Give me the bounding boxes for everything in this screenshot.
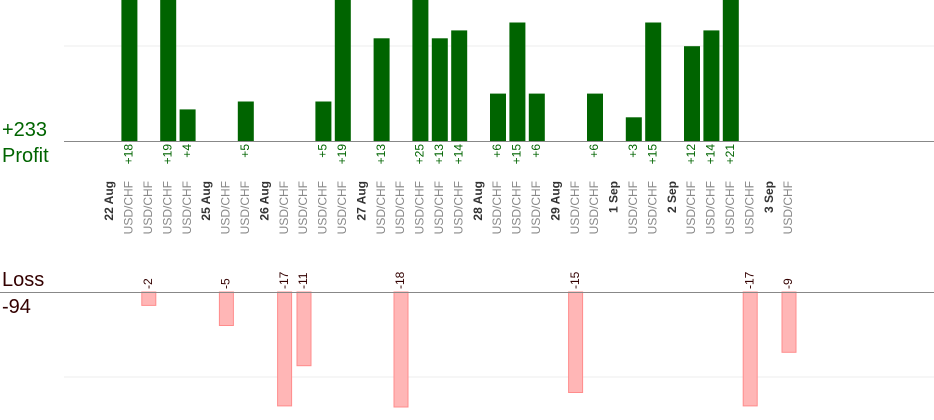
symbol-label: USD/CHF [432, 181, 446, 234]
loss-bar [781, 291, 797, 353]
loss-value-label: -18 [393, 271, 407, 289]
symbol-label: USD/CHF [510, 181, 524, 234]
symbol-label: USD/CHF [374, 181, 388, 234]
profit-bar [625, 117, 642, 141]
bars [121, 0, 797, 408]
date-label: 3 Sep [762, 181, 776, 213]
symbol-label: USD/CHF [781, 181, 795, 234]
loss-bar [277, 291, 293, 407]
date-label: 22 Aug [102, 181, 116, 221]
symbol-label: USD/CHF [219, 181, 233, 234]
profit-value-label: +3 [626, 144, 640, 158]
symbol-label: USD/CHF [141, 181, 155, 234]
profit-bar [451, 30, 468, 141]
loss-value-label: -15 [568, 271, 582, 289]
loss-bar [218, 291, 234, 326]
symbol-label: USD/CHF [393, 181, 407, 234]
symbol-label: USD/CHF [490, 181, 504, 234]
date-label: 27 Aug [354, 181, 368, 221]
loss-value-label: -2 [141, 278, 155, 289]
profit-value-label: +5 [238, 144, 252, 158]
symbol-label: USD/CHF [742, 181, 756, 234]
symbol-label: USD/CHF [451, 181, 465, 234]
profit-value-label: +13 [374, 144, 388, 165]
labels: 22 Aug USD/CHF +18 USD/CHF -2 USD/CHF +19 USD/C… [102, 144, 795, 289]
loss-value-label: -17 [277, 271, 291, 289]
profit-bar [121, 0, 138, 141]
profit-bar [490, 93, 506, 141]
date-label: 2 Sep [665, 181, 679, 213]
symbol-label: USD/CHF [529, 181, 543, 234]
loss-bar [742, 291, 758, 407]
profit-bar [645, 22, 662, 141]
profit-label: Profit [2, 145, 49, 167]
total-profit-value: +233 [2, 119, 48, 141]
profit-value-label: +14 [451, 144, 465, 165]
loss-bar [296, 291, 312, 367]
profit-value-label: +4 [180, 144, 194, 158]
loss-value-label: -17 [742, 271, 756, 289]
symbol-label: USD/CHF [277, 181, 291, 234]
loss-bar [568, 291, 584, 393]
symbol-label: USD/CHF [160, 181, 174, 234]
symbol-label: USD/CHF [238, 181, 252, 234]
profit-bar [373, 38, 390, 141]
symbol-label: USD/CHF [684, 181, 698, 234]
profit-value-label: +21 [723, 144, 737, 165]
symbol-label: USD/CHF [413, 181, 427, 234]
date-label: 25 Aug [199, 181, 213, 221]
profit-bar [509, 22, 526, 141]
profit-value-label: +12 [684, 144, 698, 165]
loss-value-label: -5 [219, 278, 233, 289]
profit-bar [684, 46, 700, 142]
symbol-label: USD/CHF [180, 181, 194, 234]
symbol-label: USD/CHF [335, 181, 349, 234]
date-label: 29 Aug [548, 181, 562, 221]
symbol-label: USD/CHF [587, 181, 601, 234]
grid-lines [64, 45, 934, 378]
profit-value-label: +6 [490, 144, 504, 158]
symbol-label: USD/CHF [645, 181, 659, 234]
symbol-label: USD/CHF [704, 181, 718, 234]
profit-value-label: +19 [160, 144, 174, 165]
profit-bar [587, 93, 603, 141]
profit-bar [528, 93, 545, 141]
symbol-label: USD/CHF [723, 181, 737, 234]
profit-value-label: +14 [704, 144, 718, 165]
date-label: 1 Sep [607, 181, 621, 213]
profit-bar [334, 0, 351, 141]
profit-value-label: +15 [510, 144, 524, 165]
profit-value-label: +5 [316, 144, 330, 158]
profit-value-label: +19 [335, 144, 349, 165]
profit-value-label: +13 [432, 144, 446, 165]
symbol-label: USD/CHF [296, 181, 310, 234]
total-loss-value: -94 [2, 296, 31, 318]
symbol-label: USD/CHF [626, 181, 640, 234]
profit-bar [237, 101, 254, 141]
profit-value-label: +6 [587, 144, 601, 158]
profit-bar [160, 0, 177, 141]
date-label: 26 Aug [257, 181, 271, 221]
symbol-label: USD/CHF [316, 181, 330, 234]
profit-bar [722, 0, 739, 141]
profit-bar [703, 30, 720, 141]
profit-value-label: +18 [122, 144, 136, 165]
symbol-label: USD/CHF [122, 181, 136, 234]
profit-bar [179, 109, 196, 141]
date-label: 28 Aug [471, 181, 485, 221]
profit-value-label: +25 [413, 144, 427, 165]
loss-value-label: -9 [781, 278, 795, 289]
loss-bar [393, 291, 409, 408]
profit-value-label: +15 [645, 144, 659, 165]
profit-bar [315, 101, 332, 141]
loss-value-label: -11 [296, 272, 310, 289]
profit-bar [431, 38, 448, 141]
profit-bar [412, 0, 429, 141]
loss-bar [141, 291, 157, 306]
loss-label: Loss [2, 269, 45, 291]
symbol-label: USD/CHF [568, 181, 582, 234]
profit-value-label: +6 [529, 144, 543, 158]
